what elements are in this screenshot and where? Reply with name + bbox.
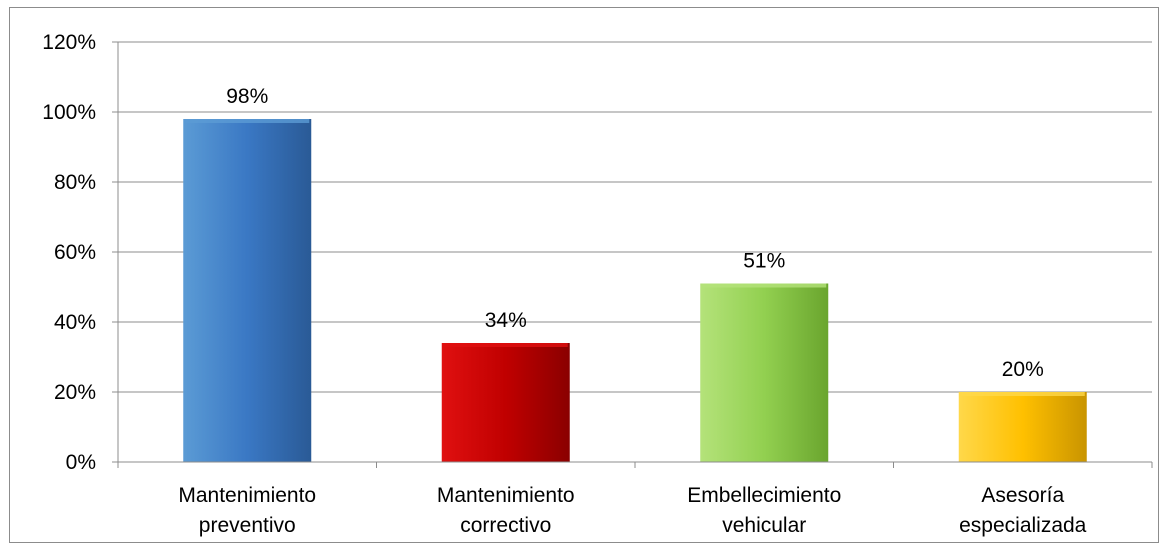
y-axis: 0% 20% 40% 60% 80% 100% 120%: [42, 31, 119, 474]
x-tick-label: correctivo: [460, 514, 551, 537]
bar: [958, 392, 1087, 462]
y-tick-label: 120%: [42, 31, 96, 54]
bar: [183, 119, 312, 462]
x-tick-label: Mantenimiento: [437, 484, 575, 507]
bar-bevel: [443, 343, 568, 347]
x-tick-label: Embellecimiento: [687, 484, 841, 507]
data-label: 34%: [485, 309, 527, 332]
y-tick-label: 20%: [54, 381, 96, 404]
x-tick-label: vehicular: [722, 514, 806, 537]
y-tick-label: 0%: [66, 451, 96, 474]
data-label: 51%: [743, 250, 785, 273]
x-tick-label: Asesoría: [981, 484, 1064, 507]
bar-bevel: [960, 392, 1085, 396]
bar: [441, 343, 570, 462]
y-tick-label: 80%: [54, 171, 96, 194]
bars: [183, 119, 1087, 462]
y-tick-label: 60%: [54, 241, 96, 264]
bar: [700, 283, 829, 462]
y-tick-label: 40%: [54, 311, 96, 334]
bar-bevel: [702, 283, 827, 288]
x-tick-label: preventivo: [199, 514, 296, 537]
bar-bevel: [185, 119, 310, 123]
y-tick-label: 100%: [42, 101, 96, 124]
x-tick-label: especializada: [959, 514, 1087, 537]
x-tick-label: Mantenimiento: [178, 484, 316, 507]
data-label: 98%: [226, 85, 268, 108]
data-labels: 98% 34% 51% 20%: [226, 85, 1044, 381]
data-label: 20%: [1002, 358, 1044, 381]
x-axis: Mantenimiento preventivo Mantenimiento corr…: [117, 461, 1153, 537]
